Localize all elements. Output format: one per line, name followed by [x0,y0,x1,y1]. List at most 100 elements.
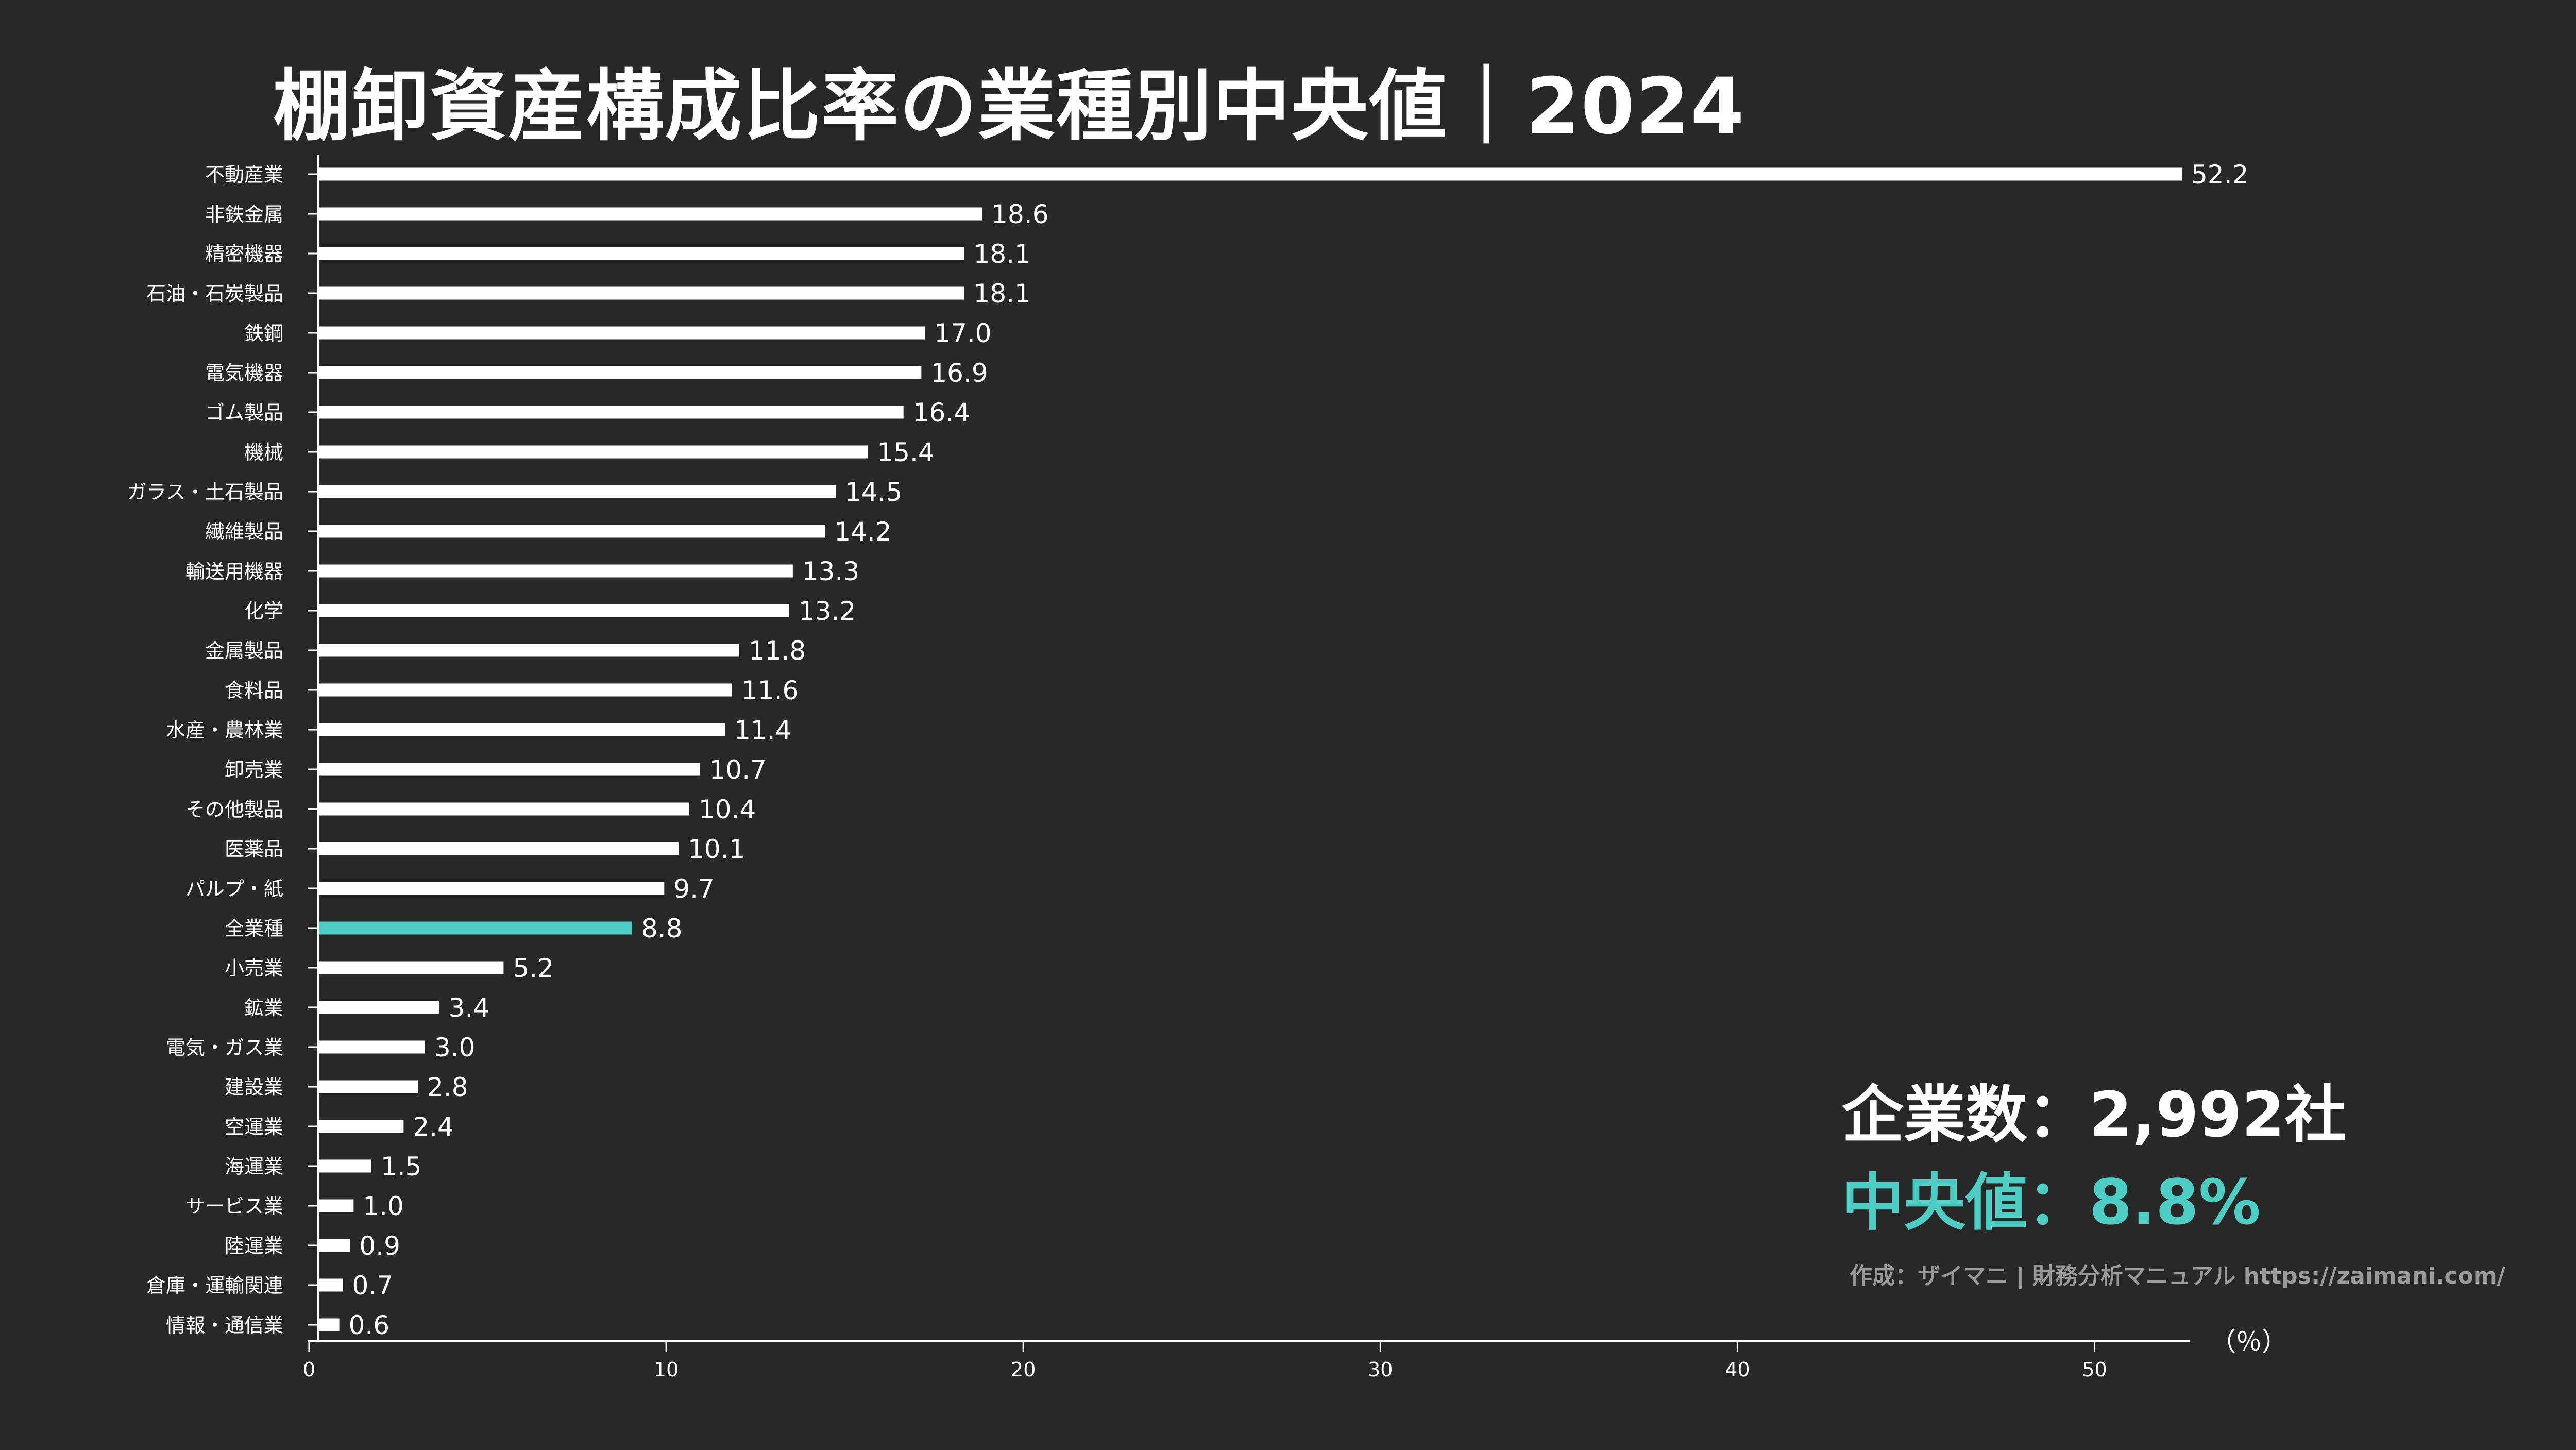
bar [318,644,739,657]
value-label: 9.7 [673,874,715,904]
value-label: 2.4 [413,1112,454,1142]
bar [318,326,925,340]
value-label: 0.7 [352,1271,394,1301]
value-label: 10.4 [699,795,756,824]
value-label: 11.4 [734,715,791,745]
bar [318,247,964,260]
bar [318,604,789,617]
category-label: 電気・ガス業 [166,1036,283,1059]
median-value: 中央値：8.8% [1842,1167,2261,1239]
x-tick-label: 0 [303,1358,315,1381]
category-label: 倉庫・運輸関連 [146,1274,283,1297]
value-label: 18.1 [974,239,1031,269]
bar [318,1159,371,1173]
category-label: パルプ・紙 [185,878,283,900]
value-label: 18.1 [974,279,1031,309]
category-label: 医薬品 [225,838,283,861]
bar [318,525,825,538]
bar [318,1278,343,1292]
value-label: 3.0 [434,1033,476,1063]
bar [318,406,904,419]
bar [318,683,732,697]
category-label: 石油・石炭製品 [146,282,283,305]
summary-panel: 企業数：2,992社 中央値：8.8% [1842,1072,2347,1247]
value-label: 16.4 [913,398,970,428]
value-label: 11.6 [741,676,799,705]
bar [318,842,679,855]
category-label: 化学 [244,600,283,622]
value-label: 1.5 [381,1152,422,1182]
value-label: 3.4 [449,993,490,1023]
x-tick-label: 50 [2082,1358,2107,1381]
category-label: 情報・通信業 [166,1314,283,1337]
bar [318,1239,350,1252]
category-label: 水産・農林業 [166,719,283,741]
category-label: サービス業 [185,1195,283,1218]
category-label: その他製品 [185,798,283,821]
value-label: 16.9 [930,358,988,388]
value-label: 8.8 [641,914,683,943]
category-label: 陸運業 [225,1235,283,1257]
value-label: 14.5 [845,477,902,507]
category-label: 建設業 [225,1076,283,1099]
value-label: 10.1 [688,834,745,864]
value-label: 13.2 [799,596,856,626]
bar [318,366,922,379]
value-label: 13.3 [802,557,859,586]
value-label: 2.8 [427,1072,468,1102]
bar [318,1080,418,1093]
bar [318,763,700,776]
bar [318,286,964,300]
value-label: 11.8 [749,636,806,666]
category-label: ゴム製品 [205,401,283,424]
bar [318,802,689,816]
bar [318,1120,404,1133]
category-label: 食料品 [225,679,283,702]
value-label: 17.0 [934,318,991,348]
category-label: 小売業 [225,957,283,980]
value-label: 0.9 [359,1231,400,1261]
category-label: 繊維製品 [205,520,283,543]
company-count: 企業数：2,992社 [1842,1080,2347,1151]
x-axis-unit-label: （％） [2210,1327,2287,1357]
value-label: 14.2 [834,517,891,547]
category-label: 海運業 [225,1155,283,1178]
value-label: 18.6 [991,199,1048,229]
bar [318,1001,439,1014]
value-label: 10.7 [709,755,767,785]
bar [318,1199,354,1212]
credit-text: 作成：ザイマニ | 財務分析マニュアル https://zaimani.com/ [1850,1263,2505,1289]
category-label: 不動産業 [205,163,283,186]
bar [318,564,793,578]
bar [318,1318,340,1331]
category-label: 機械 [244,441,283,464]
category-label: 精密機器 [205,243,283,265]
bar [318,723,725,736]
value-label: 15.4 [877,437,934,467]
bar [318,207,982,221]
category-label: ガラス・土石製品 [127,481,283,503]
x-tick-label: 20 [1011,1358,1036,1381]
bar [318,1040,425,1054]
bar [318,961,504,974]
category-label: 輸送用機器 [185,560,283,583]
category-label: 電気機器 [205,362,283,384]
value-label: 0.6 [349,1310,390,1340]
bar [318,167,2182,181]
x-tick-label: 30 [1368,1358,1393,1381]
category-label: 全業種 [225,917,283,940]
bar [318,445,868,459]
bar [318,921,632,935]
x-tick-label: 10 [654,1358,679,1381]
category-label: 卸売業 [225,758,283,781]
value-label: 52.2 [2191,160,2248,190]
category-label: 空運業 [225,1116,283,1138]
category-label: 鉄鋼 [244,322,283,345]
category-label: 金属製品 [205,639,283,662]
bar [318,485,836,498]
category-label: 鉱業 [244,997,283,1019]
value-label: 1.0 [363,1191,404,1221]
category-label: 非鉄金属 [205,203,283,226]
chart-title: 棚卸資産構成比率の業種別中央値｜2024 [273,62,1745,151]
